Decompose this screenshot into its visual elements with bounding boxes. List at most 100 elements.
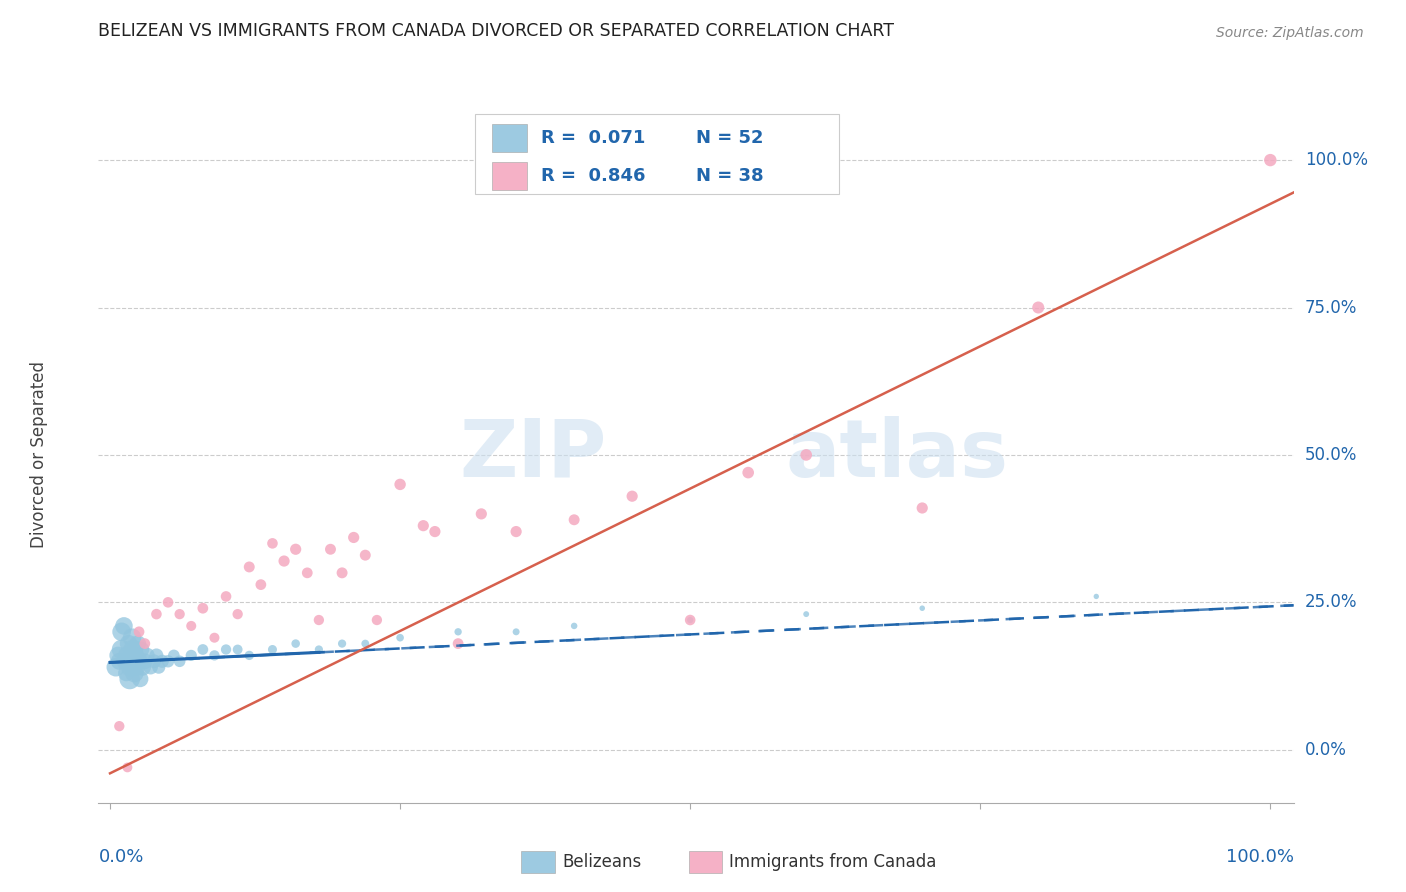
Point: [107, 648, 129, 663]
FancyBboxPatch shape: [689, 851, 723, 873]
Point: [148, 660, 170, 674]
Text: 0.0%: 0.0%: [1305, 740, 1347, 759]
Point: [330, 637, 353, 651]
Point: [117, 648, 139, 663]
Point: [226, 642, 249, 657]
Text: atlas: atlas: [786, 416, 1008, 494]
Point: [226, 607, 249, 621]
Point: [262, 536, 284, 550]
Point: [389, 477, 412, 491]
Point: [447, 637, 470, 651]
Point: [354, 548, 377, 562]
Point: [273, 554, 295, 568]
Point: [122, 642, 145, 657]
Text: 100.0%: 100.0%: [1226, 848, 1294, 866]
Point: [215, 642, 238, 657]
Point: [505, 624, 527, 639]
Point: [117, 637, 139, 651]
Point: [262, 642, 284, 657]
Point: [319, 542, 342, 557]
Point: [143, 654, 166, 668]
Point: [343, 531, 366, 545]
Point: [562, 619, 585, 633]
Point: [134, 654, 156, 668]
Point: [115, 666, 138, 681]
Point: [131, 642, 153, 657]
Point: [139, 660, 162, 674]
Point: [238, 648, 260, 663]
Point: [284, 637, 307, 651]
Point: [134, 637, 156, 651]
Point: [215, 590, 238, 604]
Point: [679, 613, 702, 627]
Point: [124, 648, 146, 663]
Point: [108, 654, 131, 668]
Text: 100.0%: 100.0%: [1305, 151, 1368, 169]
FancyBboxPatch shape: [522, 851, 555, 873]
Point: [621, 489, 644, 503]
Point: [128, 624, 150, 639]
Point: [204, 631, 226, 645]
Point: [124, 666, 146, 681]
Point: [1026, 301, 1049, 315]
Point: [128, 654, 150, 668]
Point: [911, 500, 934, 515]
Point: [121, 631, 143, 645]
Point: [204, 648, 226, 663]
Point: [112, 619, 135, 633]
Point: [180, 648, 202, 663]
Text: ZIP: ZIP: [460, 416, 606, 494]
Point: [250, 577, 273, 591]
Point: [911, 601, 934, 615]
Point: [157, 595, 180, 609]
Point: [111, 624, 134, 639]
Point: [389, 631, 412, 645]
Point: [163, 648, 186, 663]
Point: [129, 672, 152, 686]
Point: [169, 654, 191, 668]
Point: [127, 637, 149, 651]
Point: [308, 642, 330, 657]
Text: 25.0%: 25.0%: [1305, 593, 1357, 611]
Point: [120, 660, 142, 674]
Text: R =  0.071: R = 0.071: [540, 129, 645, 147]
Point: [145, 607, 167, 621]
Point: [505, 524, 527, 539]
Text: N = 52: N = 52: [696, 129, 763, 147]
Text: Immigrants from Canada: Immigrants from Canada: [730, 853, 936, 871]
Point: [447, 624, 470, 639]
Point: [104, 660, 127, 674]
Point: [794, 448, 817, 462]
Text: BELIZEAN VS IMMIGRANTS FROM CANADA DIVORCED OR SEPARATED CORRELATION CHART: BELIZEAN VS IMMIGRANTS FROM CANADA DIVOR…: [98, 22, 894, 40]
Point: [191, 642, 214, 657]
Point: [330, 566, 353, 580]
Point: [191, 601, 214, 615]
Point: [108, 719, 131, 733]
Text: Belizeans: Belizeans: [562, 853, 641, 871]
Text: 0.0%: 0.0%: [98, 848, 143, 866]
Point: [679, 613, 702, 627]
Point: [737, 466, 759, 480]
Text: Divorced or Separated: Divorced or Separated: [30, 361, 48, 549]
Point: [284, 542, 307, 557]
Point: [794, 607, 817, 621]
Text: 50.0%: 50.0%: [1305, 446, 1357, 464]
Point: [354, 637, 377, 651]
Point: [238, 560, 260, 574]
Text: N = 38: N = 38: [696, 168, 763, 186]
Text: R =  0.846: R = 0.846: [540, 168, 645, 186]
Point: [1085, 590, 1108, 604]
Point: [366, 613, 388, 627]
Text: Source: ZipAtlas.com: Source: ZipAtlas.com: [1216, 26, 1364, 40]
Point: [114, 654, 136, 668]
FancyBboxPatch shape: [492, 124, 527, 152]
Point: [297, 566, 319, 580]
Point: [412, 518, 434, 533]
Point: [423, 524, 446, 539]
Point: [157, 654, 180, 668]
Point: [180, 619, 202, 633]
Point: [111, 642, 134, 657]
Point: [122, 654, 145, 668]
Point: [117, 760, 139, 774]
Point: [150, 654, 173, 668]
